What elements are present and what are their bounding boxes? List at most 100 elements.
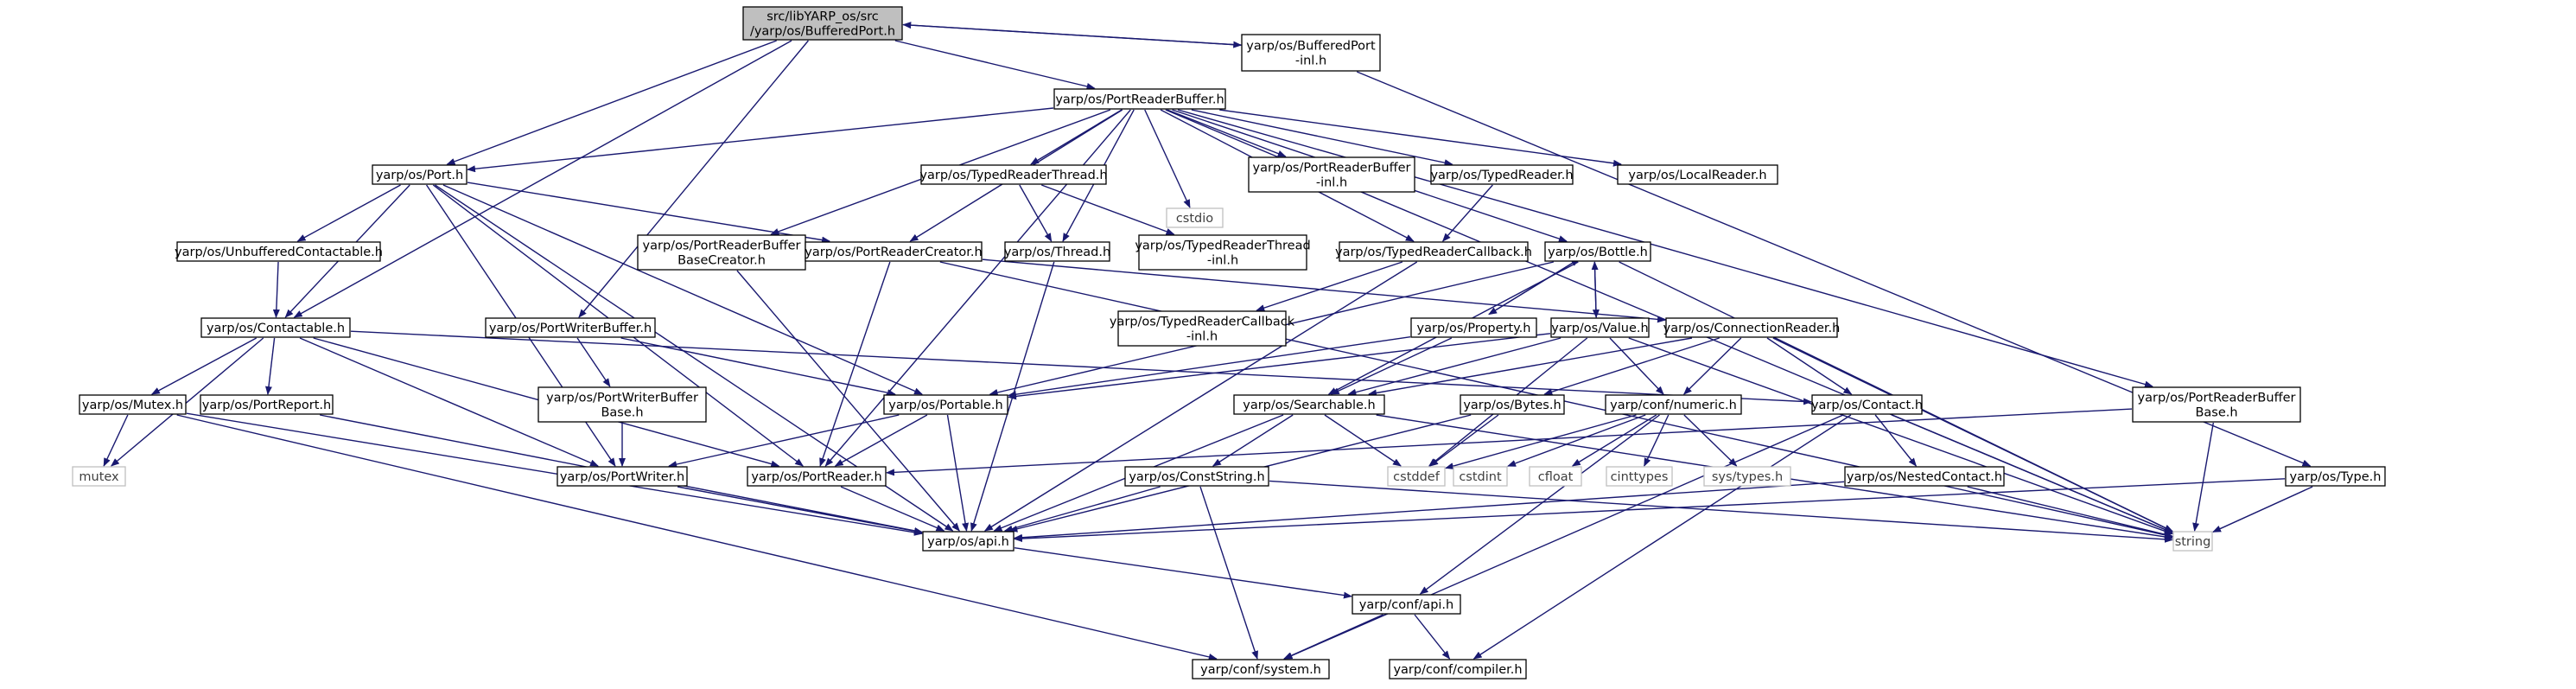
node-box (2285, 466, 2386, 487)
node-trt_inl[interactable]: yarp/os/TypedReaderThread-inl.h (1135, 234, 1311, 271)
node-trc[interactable]: yarp/os/TypedReaderCallback.h (1335, 241, 1532, 262)
edge-line (1682, 337, 1742, 395)
node-label: yarp/os/api.h (927, 535, 1009, 549)
edge-line (467, 107, 1054, 173)
node-label: yarp/os/UnbufferedContactable.h (175, 246, 383, 259)
node-conf_api[interactable]: yarp/conf/api.h (1352, 594, 1461, 615)
node-compiler[interactable]: yarp/conf/compiler.h (1389, 659, 1527, 679)
node-bottle[interactable]: yarp/os/Bottle.h (1544, 241, 1651, 262)
edge-conf_api-to-compiler (1414, 614, 1451, 660)
edge-contact-to-system (1283, 414, 1844, 660)
node-root[interactable]: src/libYARP_os/src/yarp/os/BufferedPort.… (742, 6, 903, 41)
edge-mutex_h-to-mutex (103, 414, 129, 467)
edge-value-to-bottle (1591, 261, 1599, 318)
edge-root-to-prb (894, 40, 1096, 90)
node-label: src/libYARP_os/src (766, 10, 879, 24)
node-box (1703, 466, 1791, 487)
edge-numeric-to-cstdint (1507, 414, 1646, 467)
node-label: yarp/os/TypedReaderThread.h (919, 169, 1107, 182)
node-preader[interactable]: yarp/os/PortReader.h (747, 466, 887, 487)
edge-trt-to-trt_inl (1041, 184, 1175, 235)
edge-contactable-to-pwriter (299, 337, 599, 467)
edge-type-to-string (2212, 486, 2313, 533)
node-box (1529, 466, 1582, 487)
node-label: -inl.h (1295, 54, 1326, 68)
edge-prbb-to-string (2192, 422, 2215, 532)
node-systypes: sys/types.h (1703, 466, 1791, 487)
edge-contactable-to-mutex (111, 337, 264, 467)
edge-line (1609, 337, 1664, 395)
node-uc[interactable]: yarp/os/UnbufferedContactable.h (175, 241, 383, 262)
edge-line (736, 270, 960, 532)
edge-line (1019, 184, 1053, 242)
node-contactable[interactable]: yarp/os/Contactable.h (200, 317, 351, 338)
node-numeric[interactable]: yarp/conf/numeric.h (1605, 394, 1742, 415)
node-cstring[interactable]: yarp/os/ConstString.h (1124, 466, 1269, 487)
node-type[interactable]: yarp/os/Type.h (2285, 466, 2386, 487)
node-prc[interactable]: yarp/os/PortReaderCreator.h (805, 241, 983, 262)
edge-line (1269, 480, 2173, 543)
node-pwriter[interactable]: yarp/os/PortWriter.h (557, 466, 688, 487)
node-box (920, 164, 1107, 185)
edge-line (1445, 414, 1637, 469)
edge-bytes-to-cstddef (1429, 414, 1499, 467)
edge-pwb-to-pwbb (576, 337, 611, 387)
node-bytes[interactable]: yarp/os/Bytes.h (1460, 394, 1565, 415)
node-lr[interactable]: yarp/os/LocalReader.h (1617, 164, 1778, 185)
node-tr[interactable]: yarp/os/TypedReader.h (1430, 164, 1574, 185)
node-trc_inl[interactable]: yarp/os/TypedReaderCallback-inl.h (1110, 310, 1295, 347)
node-trt[interactable]: yarp/os/TypedReaderThread.h (919, 164, 1108, 185)
edge-line (1472, 414, 1852, 660)
node-pwb[interactable]: yarp/os/PortWriterBuffer.h (485, 317, 656, 338)
node-value[interactable]: yarp/os/Value.h (1550, 317, 1650, 338)
node-box (1387, 466, 1446, 487)
edge-prc-to-cr (982, 258, 1666, 323)
edge-line (111, 337, 264, 467)
edge-mutex_h-to-system (176, 414, 1218, 660)
edge-line (1543, 337, 1720, 396)
edge-line (299, 337, 599, 467)
edge-line (1177, 109, 2153, 388)
edge-numeric-to-cstddef (1445, 414, 1637, 469)
edge-line (1191, 109, 1453, 167)
edge-line (1441, 184, 1493, 242)
edge-line (983, 261, 1418, 532)
edge-line (296, 184, 401, 242)
node-label: string (2175, 535, 2211, 549)
node-nested[interactable]: yarp/os/NestedContact.h (1844, 466, 2005, 487)
node-system[interactable]: yarp/conf/system.h (1192, 659, 1330, 679)
node-cr[interactable]: yarp/os/ConnectionReader.h (1663, 317, 1841, 338)
edge-line (1041, 184, 1175, 235)
node-prb_inl[interactable]: yarp/os/PortReaderBuffer-inl.h (1248, 156, 1415, 193)
node-label: yarp/os/TypedReaderCallback.h (1335, 246, 1532, 259)
edge-prc-to-preader (819, 261, 891, 467)
node-prb[interactable]: yarp/os/PortReaderBuffer.h (1053, 88, 1226, 110)
edge-line (1368, 337, 1693, 397)
node-property[interactable]: yarp/os/Property.h (1410, 317, 1537, 338)
node-searchable[interactable]: yarp/os/Searchable.h (1233, 394, 1385, 415)
edge-numeric-to-cinttypes (1644, 414, 1670, 467)
node-label: yarp/os/Type.h (2290, 470, 2382, 484)
edge-line (1008, 336, 1411, 399)
node-bp_inl[interactable]: yarp/os/BufferedPort-inl.h (1241, 34, 1381, 72)
edge-line (1008, 333, 1551, 400)
node-contact[interactable]: yarp/os/Contact.h (1811, 394, 1923, 415)
edge-root-to-contactable (293, 40, 792, 318)
edge-contact-to-string (1891, 414, 2173, 533)
node-mutex_h[interactable]: yarp/os/Mutex.h (79, 394, 187, 415)
edge-line (840, 486, 945, 532)
node-box (1192, 659, 1330, 679)
node-label: yarp/conf/api.h (1359, 598, 1453, 612)
node-preport[interactable]: yarp/os/PortReport.h (200, 394, 334, 415)
node-thread[interactable]: yarp/os/Thread.h (1004, 241, 1110, 262)
node-port[interactable]: yarp/os/Port.h (372, 164, 467, 185)
edge-type-to-api (1014, 478, 2286, 543)
edge-prb-to-lr (1219, 109, 1622, 167)
node-portable[interactable]: yarp/os/Portable.h (883, 394, 1008, 415)
node-label: yarp/os/PortReader.h (751, 470, 881, 484)
node-api[interactable]: yarp/os/api.h (922, 531, 1014, 552)
edge-preader-to-api (840, 486, 945, 532)
